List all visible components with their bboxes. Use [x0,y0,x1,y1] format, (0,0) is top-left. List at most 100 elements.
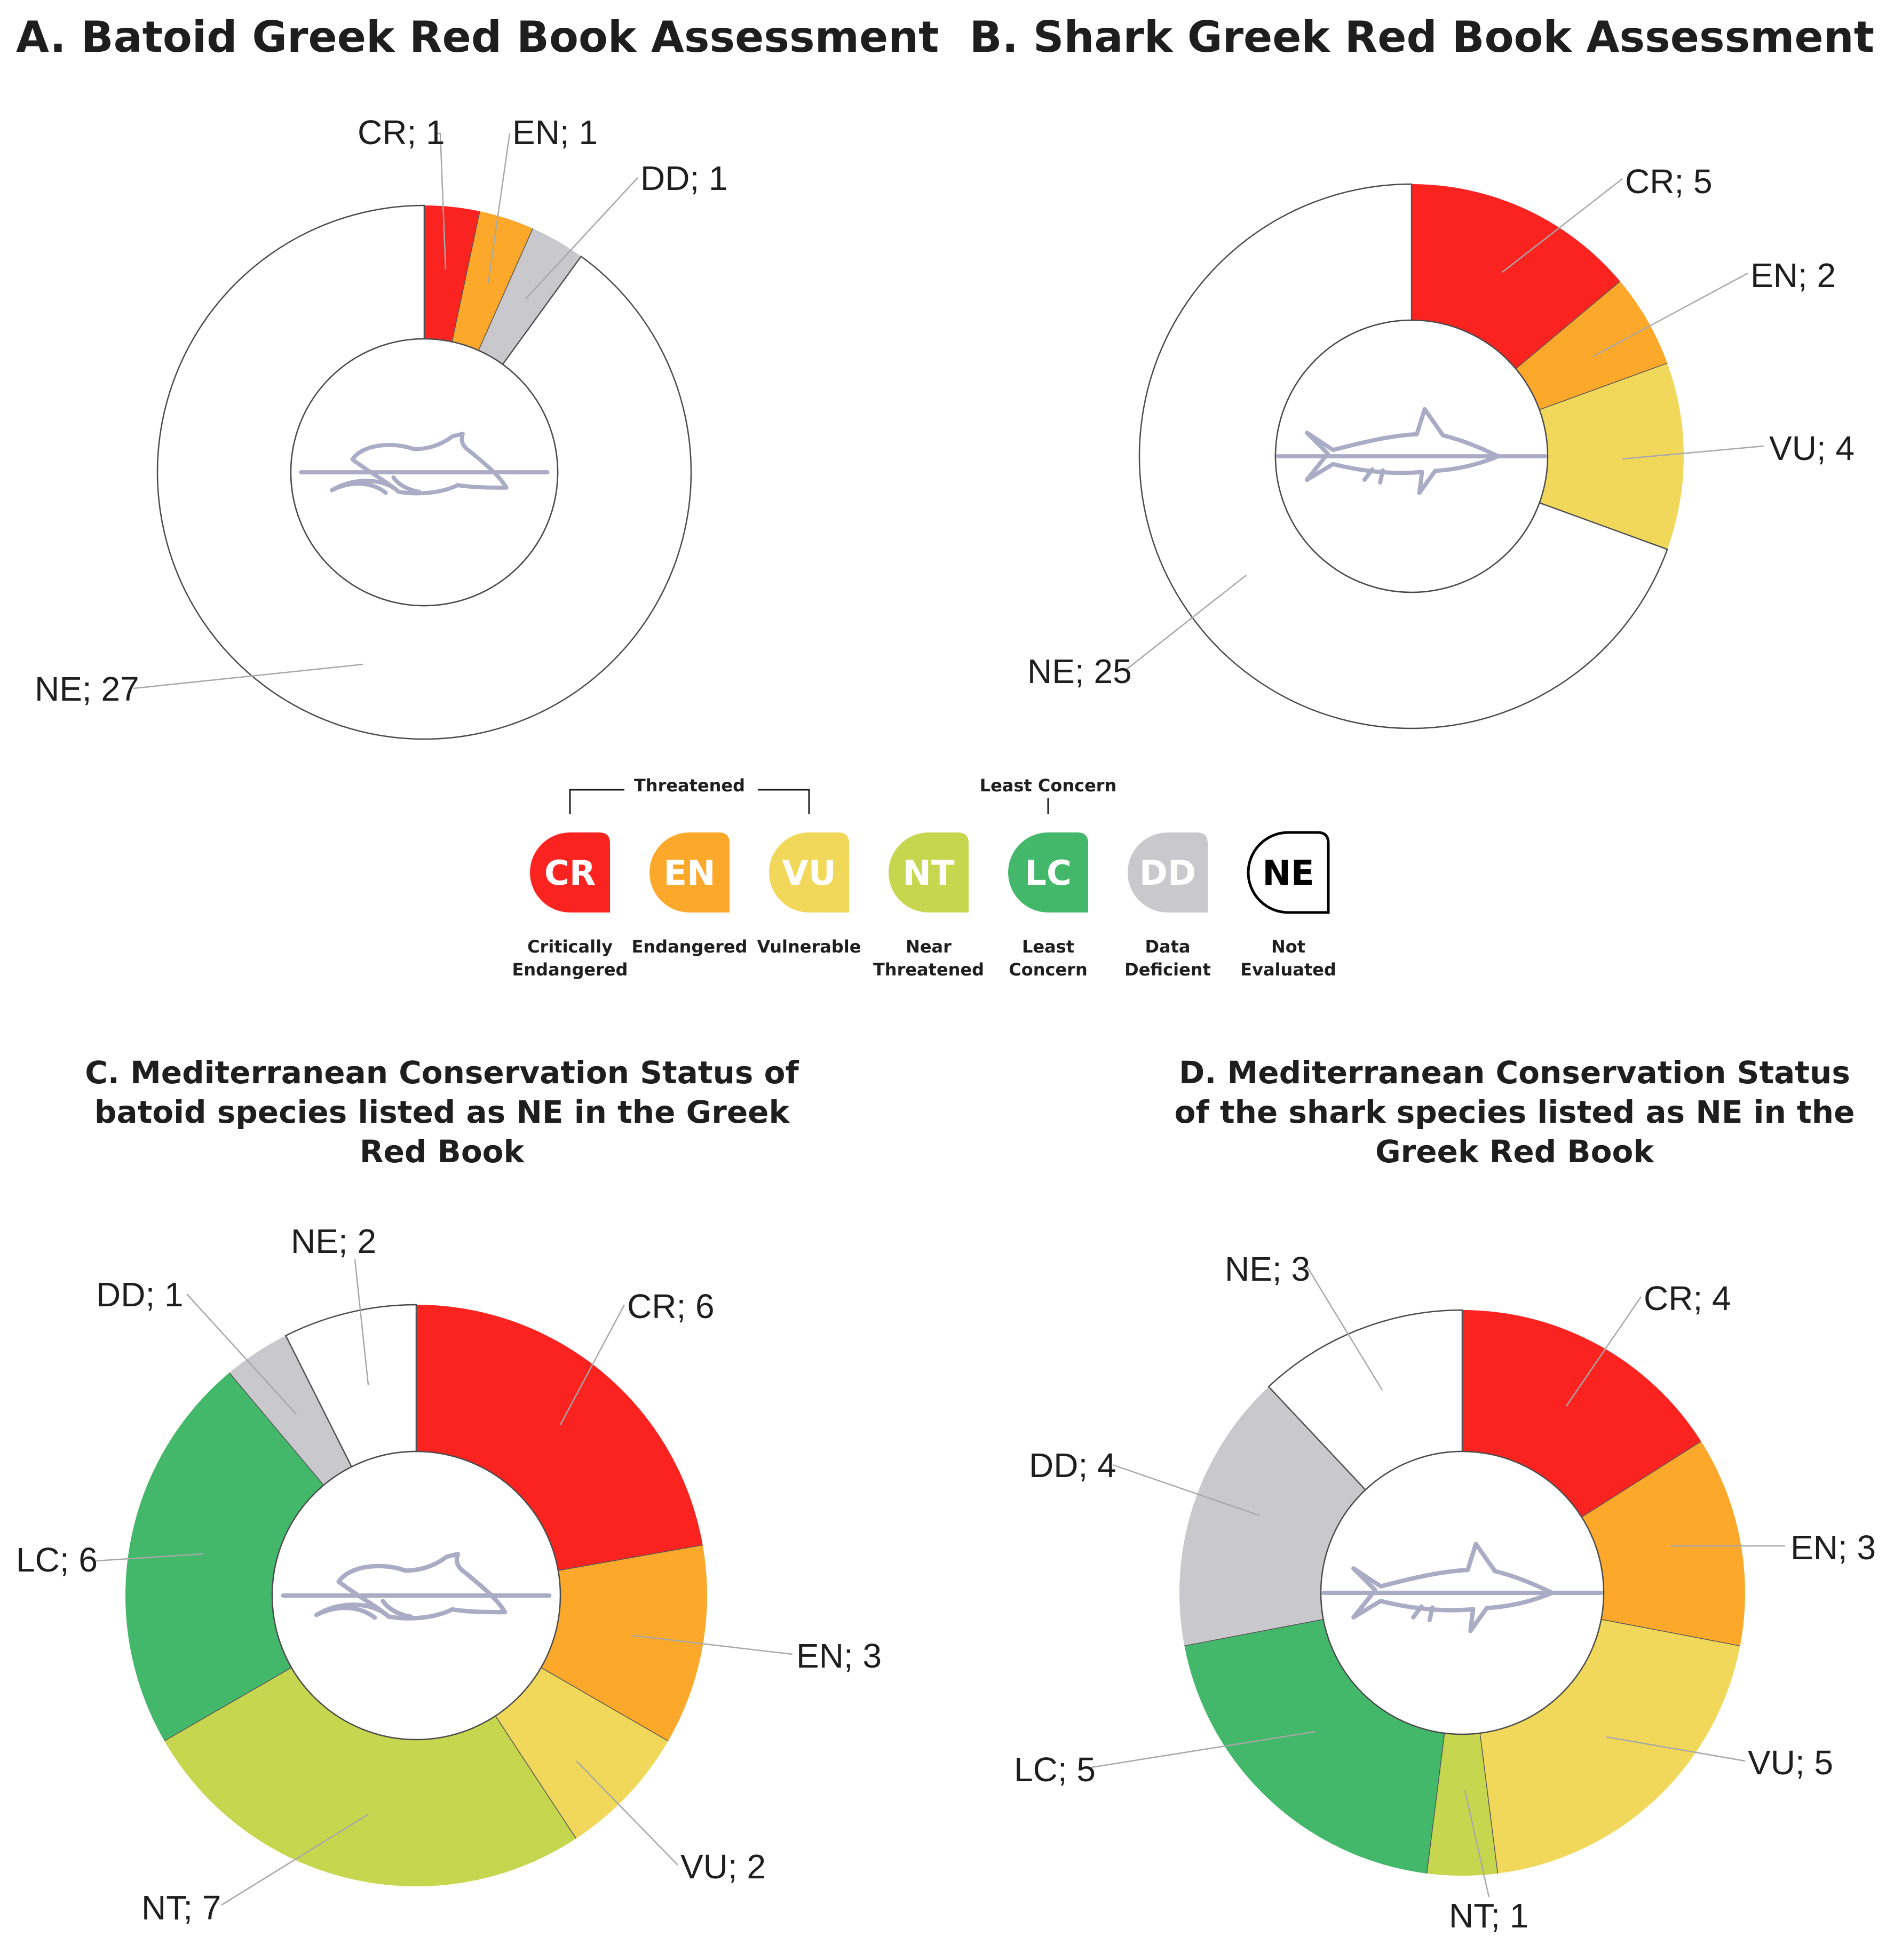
data-label-en: EN; 3 [1790,1528,1876,1567]
data-label-en: EN; 2 [1750,256,1836,295]
legend-caption: Threatened [873,959,984,980]
slice-cr [424,205,480,342]
legend-caption: Endangered [632,937,748,957]
threatened-bracket-right [758,789,810,814]
legend-badge-en [649,832,730,912]
slice-divider [478,228,534,351]
slice-dd [1179,1386,1366,1646]
leader-line [1091,1731,1316,1768]
slice-divider [1515,281,1621,369]
leader-line [1502,178,1623,273]
chart-title-line: C. Mediterranean Conservation Status of [85,1054,799,1091]
legend-caption: Evaluated [1240,959,1336,980]
slice-divider [164,1667,292,1742]
ray-icon [299,432,550,496]
legend-caption: Concern [1009,959,1087,980]
data-label-nt: NT; 1 [1449,1896,1528,1935]
slice-cr [416,1305,703,1571]
data-label-vu: VU; 2 [680,1847,766,1886]
data-label-dd: DD; 1 [96,1275,184,1314]
data-label-dd: DD; 1 [640,159,728,197]
slice-lc [125,1372,324,1741]
data-label-ne: NE; 2 [291,1222,376,1260]
legend-badge-ne [1247,831,1330,914]
chart-A: A. Batoid Greek Red Book Assessment CR; 1… [16,12,939,740]
threatened-bracket-left [569,789,624,814]
data-label-nt: NT; 7 [141,1888,221,1927]
data-label-ne: NE; 25 [1027,652,1132,691]
slice-en [1516,281,1668,410]
slice-divider [1268,1386,1366,1490]
ray-icon [281,1551,552,1621]
leader-line [1464,1790,1490,1898]
slice-dd [478,228,581,364]
data-label-lc: LC; 5 [1014,1750,1096,1789]
legend-caption: Critically [527,937,613,957]
data-label-lc: LC; 6 [16,1541,98,1579]
data-label-vu: VU; 5 [1748,1743,1833,1782]
slice-cr [1412,184,1620,369]
slice-divider [451,211,480,342]
legend-caption: Least [1022,937,1074,957]
leader-line [354,1259,369,1385]
chart-B: B. Shark Greek Red Book Assessment CR; 5 E… [970,12,1874,729]
slice-en [451,211,533,351]
leader-line [1592,272,1748,358]
data-label-ne: NE; 3 [1225,1250,1310,1288]
slice-vu [495,1668,668,1839]
slice-divider [1539,362,1668,410]
legend-caption: Endangered [512,959,628,980]
legend-badge-code: LC [1025,854,1072,893]
legend-caption: Deficient [1124,959,1211,980]
data-label-vu: VU; 4 [1769,429,1855,467]
chart-title-line: batoid species listed as NE in the Greek [94,1094,790,1130]
slice-dd [229,1335,352,1486]
legend: Threatened Least ConcernCRCriticallyEndan… [512,775,1336,980]
legend-caption: Not [1271,937,1305,957]
legend-badge-code: VU [782,854,836,893]
slice-lc [1184,1619,1445,1874]
leader-line [632,1634,793,1655]
slice-divider [502,256,582,365]
shark-icon [1321,1542,1603,1633]
chart-title-line: of the shark species listed as NE in the [1175,1094,1855,1130]
slice-cr [1462,1310,1701,1518]
legend-badge-code: NE [1262,854,1314,893]
slice-divider [1539,502,1668,550]
data-label-ne: NE; 27 [35,670,139,708]
data-label-cr: CR; 4 [1644,1279,1731,1318]
leader-line [186,1294,297,1415]
legend-badge-vu [769,832,849,912]
slice-divider [285,1335,352,1467]
slice-divider [495,1716,577,1839]
slice-divider [558,1544,703,1571]
leader-line [96,1553,203,1562]
least-concern-label: Least Concern [980,775,1117,796]
chart-title-line: Greek Red Book [1375,1133,1654,1170]
chart-C: C. Mediterranean Conservation Status ofb… [16,1054,882,1927]
data-label-cr: CR; 1 [358,113,445,152]
slice-nt [164,1668,576,1886]
leader-line [559,1304,625,1425]
data-label-en: EN; 3 [796,1637,882,1675]
data-label-dd: DD; 4 [1029,1446,1116,1485]
leader-line [576,1760,678,1866]
legend-badge-code: CR [544,854,596,893]
leader-line [1306,1267,1383,1391]
data-label-en: EN; 1 [512,113,598,152]
leader-line [1622,445,1764,460]
shark-icon [1275,407,1548,495]
leader-line [133,663,363,689]
leader-line [221,1813,369,1906]
chart-title-line: D. Mediterranean Conservation Status [1179,1054,1850,1091]
slice-divider [1581,1441,1701,1518]
legend-caption: Near [906,937,952,957]
slice-divider [1601,1618,1740,1647]
legend-caption: Vulnerable [757,937,861,957]
legend-badge-cr [530,832,610,912]
slice-en [541,1545,707,1741]
slice-vu [1480,1619,1740,1874]
legend-badge-code: DD [1139,854,1196,893]
